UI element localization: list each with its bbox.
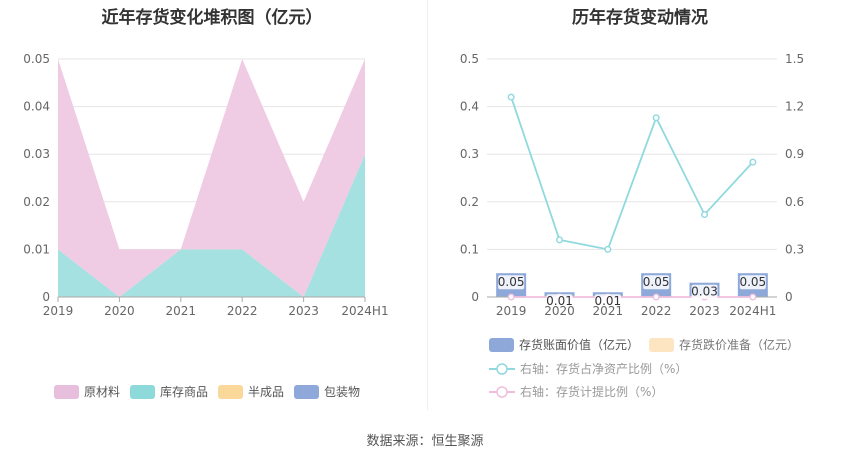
data-label-bg <box>739 275 766 290</box>
y-tick-label: 0.03 <box>23 147 50 161</box>
x-tick-label: 2019 <box>496 304 527 318</box>
x-tick-label: 2023 <box>288 304 319 318</box>
x-tick-label: 2024H1 <box>729 304 776 318</box>
data-label-bg <box>546 294 573 309</box>
data-source: 数据来源：恒生聚源 <box>366 434 484 449</box>
y-left-tick-label: 0 <box>471 290 479 304</box>
legend-swatch <box>54 384 79 399</box>
bar-data-label: 0.01 <box>546 294 573 308</box>
panel-divider <box>427 0 428 410</box>
legend-swatch <box>649 337 674 352</box>
legend-item-book-value[interactable]: 存货账面价值（亿元） <box>489 336 639 353</box>
stacked-area-chart: 0 0.01 0.02 0.03 0.04 0.05 2019 2020 2021 2022 202… <box>23 52 388 318</box>
y-right-tick-label: 1.5 <box>785 52 804 66</box>
line-point <box>749 158 757 166</box>
legend-label: 右轴：存货计提比例（%） <box>520 385 664 399</box>
legend-item-impairment[interactable]: 存货跌价准备（亿元） <box>649 336 799 353</box>
y-left-tick-label: 0.3 <box>460 147 479 161</box>
line-point <box>507 293 515 301</box>
line-point <box>555 236 563 244</box>
bar-data-label: 0.05 <box>739 275 766 289</box>
line-series-2 <box>510 96 754 251</box>
line-point <box>652 293 660 301</box>
left-chart-title: 近年存货变化堆积图（亿元） <box>101 8 323 28</box>
legend-item-net-asset-ratio[interactable]: 右轴：存货占净资产比例（%） <box>489 360 687 377</box>
x-tick-label: 2020 <box>544 304 575 318</box>
y-tick-label: 0.04 <box>23 100 50 114</box>
x-tick-label: 2023 <box>689 304 720 318</box>
legend-item-packaging[interactable]: 包装物 <box>294 383 360 400</box>
area-series-0 <box>58 154 365 297</box>
inventory-change-chart: 0 0.1 0.2 0.3 0.4 0.5 0 0.3 0.6 0.9 1.2 1.5 0.05 0.01… <box>460 52 804 318</box>
y-left-tick-label: 0.2 <box>460 195 479 209</box>
y-left-tick-label: 0.1 <box>460 242 479 256</box>
y-tick-label: 0.01 <box>23 242 50 256</box>
legend-label: 右轴：存货占净资产比例（%） <box>520 362 688 376</box>
line-point <box>604 245 612 253</box>
legend-swatch <box>294 384 319 399</box>
y-right-tick-label: 0.3 <box>785 242 804 256</box>
legend-label: 半成品 <box>248 385 285 399</box>
line-point <box>652 114 660 122</box>
legend-swatch <box>489 337 514 352</box>
legend-label: 存货账面价值（亿元） <box>519 338 640 352</box>
y-left-tick-label: 0.5 <box>460 52 479 66</box>
bar-data-label: 0.01 <box>594 294 621 308</box>
y-right-tick-label: 0.9 <box>785 147 804 161</box>
legend-item-finished-goods[interactable]: 库存商品 <box>130 383 208 400</box>
data-label-bg <box>498 275 525 290</box>
data-label-bg <box>643 275 670 290</box>
legend-swatch <box>218 384 243 399</box>
x-tick-label: 2022 <box>641 304 672 318</box>
x-tick-label: 2021 <box>593 304 624 318</box>
line-point <box>749 293 757 301</box>
x-tick-label: 2020 <box>104 304 135 318</box>
x-tick-label: 2019 <box>43 304 74 318</box>
line-point <box>507 93 515 101</box>
legend-item-raw-materials[interactable]: 原材料 <box>54 383 120 400</box>
bar-data-label: 0.03 <box>691 285 718 299</box>
legend-line-marker-icon <box>489 385 515 398</box>
legend-item-provision-ratio[interactable]: 右轴：存货计提比例（%） <box>489 383 663 400</box>
y-right-tick-label: 0.6 <box>785 195 804 209</box>
y-tick-label: 0.02 <box>23 195 50 209</box>
y-tick-label: 0 <box>42 290 50 304</box>
data-label-bg <box>594 294 621 309</box>
legend-swatch <box>130 384 155 399</box>
y-tick-label: 0.05 <box>23 52 50 66</box>
area-series-1 <box>58 59 365 297</box>
x-tick-label: 2022 <box>227 304 258 318</box>
bar-data-label: 0.05 <box>643 275 670 289</box>
right-chart-title: 历年存货变动情况 <box>572 8 708 28</box>
data-label-bg <box>691 284 718 299</box>
y-left-tick-label: 0.4 <box>460 100 479 114</box>
x-tick-label: 2021 <box>166 304 197 318</box>
x-tick-label: 2024H1 <box>341 304 388 318</box>
line-point <box>701 210 709 218</box>
legend-label: 原材料 <box>84 385 121 399</box>
legend-label: 包装物 <box>324 385 361 399</box>
legend-label: 库存商品 <box>160 385 209 399</box>
legend-item-semi-finished[interactable]: 半成品 <box>218 383 284 400</box>
bar-data-label: 0.05 <box>498 275 525 289</box>
legend-label: 存货跌价准备（亿元） <box>679 338 800 352</box>
legend-line-marker-icon <box>489 362 515 375</box>
y-right-tick-label: 1.2 <box>785 100 804 114</box>
y-right-tick-label: 0 <box>785 290 793 304</box>
